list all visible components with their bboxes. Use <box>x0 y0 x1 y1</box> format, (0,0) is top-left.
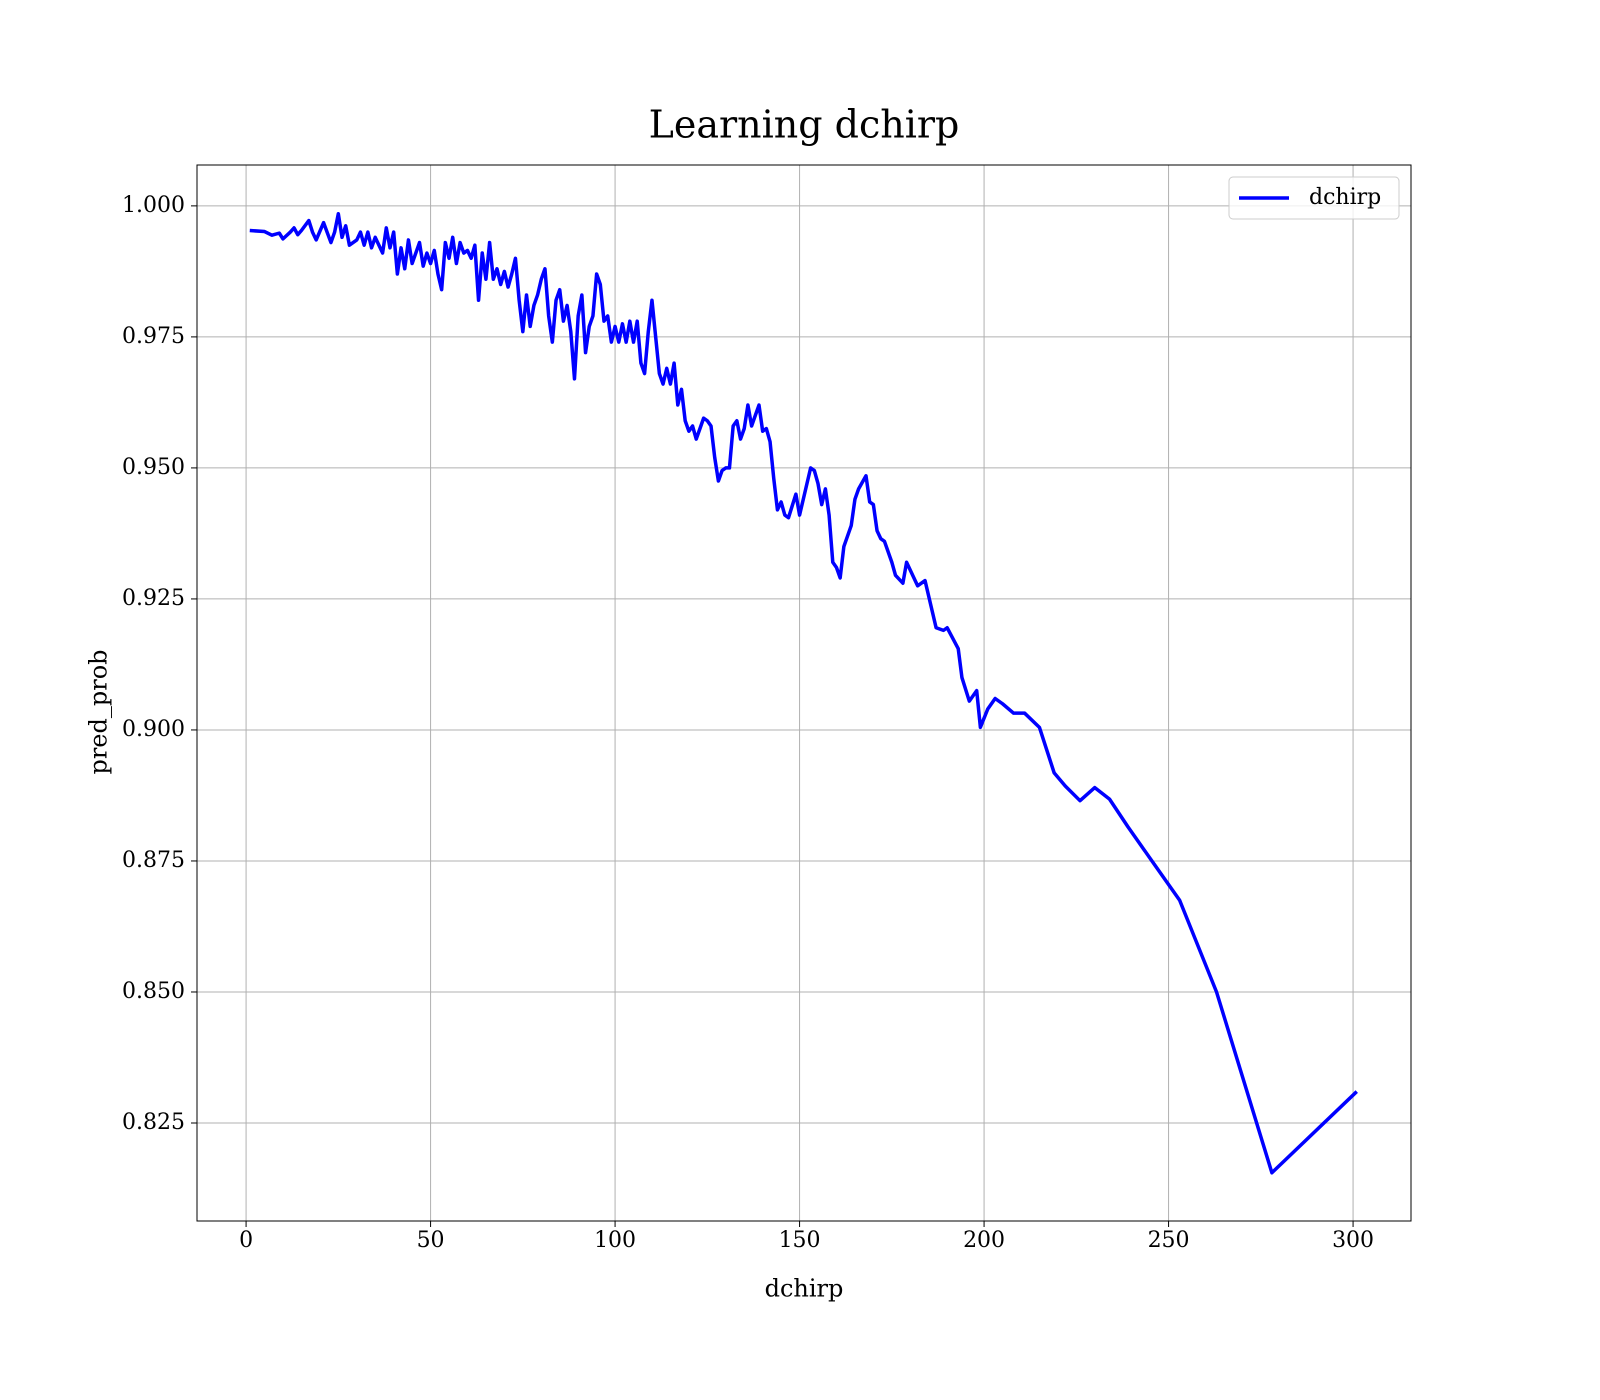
y-tick-label: 0.825 <box>122 1110 185 1135</box>
y-tick-label: 0.925 <box>122 586 185 611</box>
x-tick-label: 50 <box>417 1228 445 1253</box>
y-tick-label: 0.900 <box>122 717 185 742</box>
legend-label: dchirp <box>1309 185 1381 210</box>
y-tick-label: 0.850 <box>122 979 185 1004</box>
x-tick-label: 0 <box>239 1228 253 1253</box>
x-tick-label: 250 <box>1148 1228 1190 1253</box>
y-tick-label: 0.950 <box>122 455 185 480</box>
data-line <box>249 211 1358 1175</box>
legend-box <box>1228 176 1400 220</box>
y-tick-label: 0.875 <box>122 848 185 873</box>
y-axis-label: pred_prob <box>85 649 113 774</box>
x-tick-label: 200 <box>963 1228 1005 1253</box>
x-tick-label: 150 <box>779 1228 821 1253</box>
plot-frame <box>196 164 1412 1222</box>
x-tick-label: 300 <box>1332 1228 1374 1253</box>
x-axis-label: dchirp <box>765 1275 844 1303</box>
x-tick-label: 100 <box>594 1228 636 1253</box>
y-tick-label: 0.975 <box>122 324 185 349</box>
chart-title: Learning dchirp <box>649 103 960 147</box>
y-tick-label: 1.000 <box>122 193 185 218</box>
